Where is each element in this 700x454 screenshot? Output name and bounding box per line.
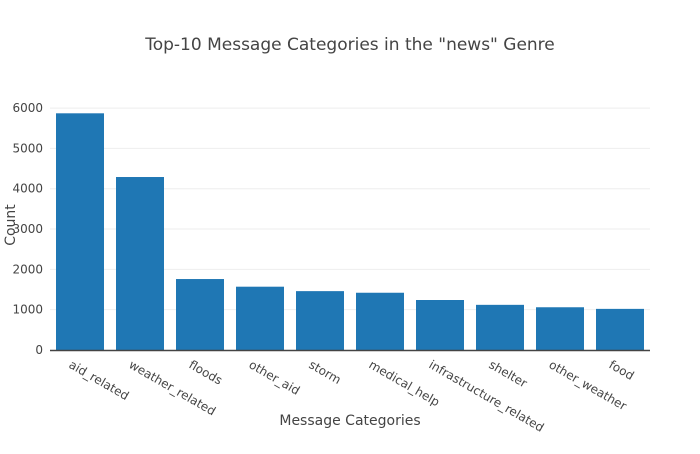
bar-food [596,308,644,350]
x-tick-label: shelter [487,357,530,390]
bars [56,113,644,350]
bar-floods [176,279,224,350]
y-tick-label: 6000 [12,101,43,115]
bar-aid-related [56,113,104,350]
y-axis-title: Count [3,204,19,246]
bar-infrastructure-related [416,300,464,350]
bar-other-aid [236,286,284,350]
y-tick-label: 5000 [12,141,43,155]
chart-title: Top-10 Message Categories in the "news" … [144,35,555,55]
x-axis-title: Message Categories [279,413,420,429]
x-tick-label: floods [187,357,225,387]
bar-storm [296,291,344,350]
x-tick-label: food [607,357,637,382]
x-tick-label: storm [307,357,344,386]
y-tick-label: 1000 [12,303,43,317]
y-tick-label: 0 [35,343,43,357]
y-tick-label: 2000 [12,262,43,276]
bar-weather-related [116,177,164,350]
bar-shelter [476,304,524,350]
bar-medical-help [356,292,404,350]
x-tick-label: other_aid [247,357,303,397]
x-tick-label: aid_related [67,357,132,402]
y-axis-ticks: 0 1000 2000 3000 4000 5000 6000 [12,101,43,357]
y-tick-label: 3000 [12,222,43,236]
bar-other-weather [536,307,584,350]
y-tick-label: 4000 [12,182,43,196]
